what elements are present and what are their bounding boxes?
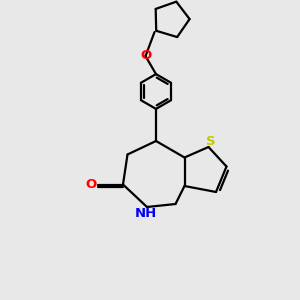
Text: O: O — [85, 178, 97, 191]
Text: O: O — [140, 49, 151, 62]
Text: S: S — [206, 135, 216, 148]
Text: NH: NH — [134, 207, 157, 220]
